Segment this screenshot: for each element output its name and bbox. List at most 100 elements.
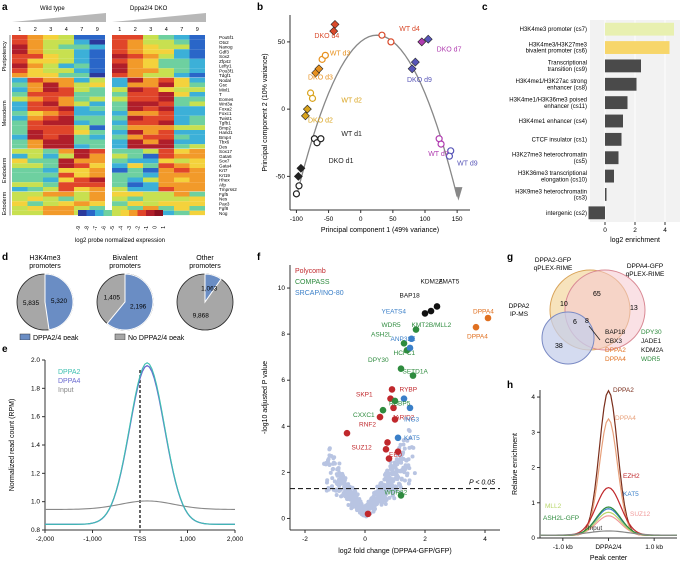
trajectory-arc xyxy=(295,34,458,197)
heatmap-cell xyxy=(143,115,159,121)
colorbar-segment xyxy=(154,210,163,216)
heatmap-cell xyxy=(189,35,205,40)
heatmap-cell xyxy=(27,68,43,73)
heatmap-cell xyxy=(43,134,59,140)
heatmap-cell xyxy=(58,201,74,206)
venn-set1-label: qPLEX-RIME xyxy=(534,265,573,272)
dko-sample-point xyxy=(301,111,310,121)
heatmap-cell xyxy=(189,63,205,69)
heatmap-cell xyxy=(89,77,105,83)
colorbar-tick: 0 xyxy=(153,226,159,229)
heatmap-cell xyxy=(127,177,143,183)
group-label: Mesoderm xyxy=(2,100,8,126)
heatmap-cell xyxy=(143,111,159,116)
heatmap-cell xyxy=(43,58,59,64)
heatmap-cell xyxy=(74,139,90,145)
enrichment-bar xyxy=(605,169,614,183)
protein-point xyxy=(406,481,411,486)
pie-slice-peak xyxy=(204,273,222,304)
heatmap-cell xyxy=(89,191,105,197)
protein-label: SETD1A xyxy=(403,368,429,375)
heatmap-cell xyxy=(189,82,205,88)
protein-point xyxy=(327,447,332,452)
heatmap-cell xyxy=(189,168,205,173)
series-label: ASH2L-GFP xyxy=(543,515,579,522)
sample-label: WT d7 xyxy=(428,151,449,158)
protein-label: KMT2B/MLL2 xyxy=(412,322,452,329)
series-label: EZH2 xyxy=(623,473,640,480)
heatmap-cell xyxy=(143,96,159,102)
y-tick-label: 6 xyxy=(281,377,285,384)
heatmap-cell xyxy=(143,77,159,83)
heatmap-cell xyxy=(189,158,205,164)
protein-point xyxy=(401,442,406,447)
heatmap-cell xyxy=(143,149,159,154)
heatmap-cell xyxy=(12,77,28,83)
group-label: Endoderm xyxy=(2,157,8,183)
heatmap-cell xyxy=(189,206,205,211)
colorbar-title: log2 probe normalized expression xyxy=(75,238,165,244)
x-tick-label: DPPA2/4 xyxy=(595,544,622,551)
heatmap-cell xyxy=(174,196,190,202)
heatmap-cell xyxy=(158,210,174,216)
heatmap-cell xyxy=(174,73,190,78)
heatmap-cell xyxy=(127,106,143,111)
heatmap-cell xyxy=(12,106,28,111)
heatmap-cell xyxy=(74,101,90,107)
y-tick-label: 1.2 xyxy=(31,470,40,477)
legend-label: DPPA2 xyxy=(58,369,81,376)
heatmap-cell xyxy=(112,44,128,50)
heatmap-cell xyxy=(27,39,43,45)
highlighted-protein xyxy=(376,413,384,421)
heatmap-cell xyxy=(27,191,43,197)
heatmap-cell xyxy=(12,92,28,97)
pie-value-label: 9,868 xyxy=(193,312,210,319)
colorbar-segment xyxy=(112,210,121,216)
heatmap-cell xyxy=(189,139,205,145)
venn-count: 13 xyxy=(630,305,638,312)
y-tick-label: 8 xyxy=(281,331,285,338)
wt-label: Wild type xyxy=(40,6,65,12)
highlighted-protein xyxy=(394,434,402,442)
heatmap-cell xyxy=(89,163,105,168)
protein-point xyxy=(407,478,412,483)
heatmap-cell xyxy=(189,92,205,97)
heatmap-cell xyxy=(143,206,159,211)
heatmap-cell xyxy=(58,106,74,111)
gene-label: Tbx6 xyxy=(219,140,230,145)
colorbar-tick: -8 xyxy=(85,226,91,231)
gene-label: Foxc1 xyxy=(219,111,232,116)
gene-label: Gata4 xyxy=(219,163,232,168)
heatmap-cell xyxy=(189,58,205,64)
heatmap-cell xyxy=(112,201,128,206)
heatmap-cell xyxy=(112,106,128,111)
heatmap-cell xyxy=(127,206,143,211)
protein-label: ANP32E xyxy=(391,336,417,343)
heatmap-cell xyxy=(174,168,190,173)
heatmap-cell xyxy=(89,73,105,78)
sample-label: WT d4 xyxy=(399,26,420,33)
heatmap-cell xyxy=(158,106,174,111)
heatmap-cell xyxy=(127,54,143,59)
heatmap-cell xyxy=(189,177,205,183)
highlighted-protein xyxy=(343,429,351,437)
wt-sample-point xyxy=(295,182,303,190)
heatmap-cell xyxy=(74,130,90,135)
heatmap-cell xyxy=(43,182,59,187)
y-axis-label: Normalized read count (RPM) xyxy=(9,399,16,492)
panel-label-b: b xyxy=(257,2,263,13)
protein-point xyxy=(368,504,373,509)
heatmap-cell xyxy=(143,73,159,78)
heatmap-cell xyxy=(127,68,143,73)
heatmap-cell xyxy=(143,201,159,206)
heatmap-cell xyxy=(174,182,190,187)
heatmap-cell xyxy=(158,58,174,64)
heatmap-cell xyxy=(27,153,43,159)
heatmap-cell xyxy=(174,139,190,145)
series-label: Input xyxy=(588,525,603,532)
legend-label: SRCAP/INO-80 xyxy=(295,290,344,297)
heatmap-cell xyxy=(127,39,143,45)
gene-label: Fgf8 xyxy=(219,206,229,211)
heatmap-cell xyxy=(58,96,74,102)
y-axis-label: Principal component 2 (10% variance) xyxy=(262,53,269,171)
